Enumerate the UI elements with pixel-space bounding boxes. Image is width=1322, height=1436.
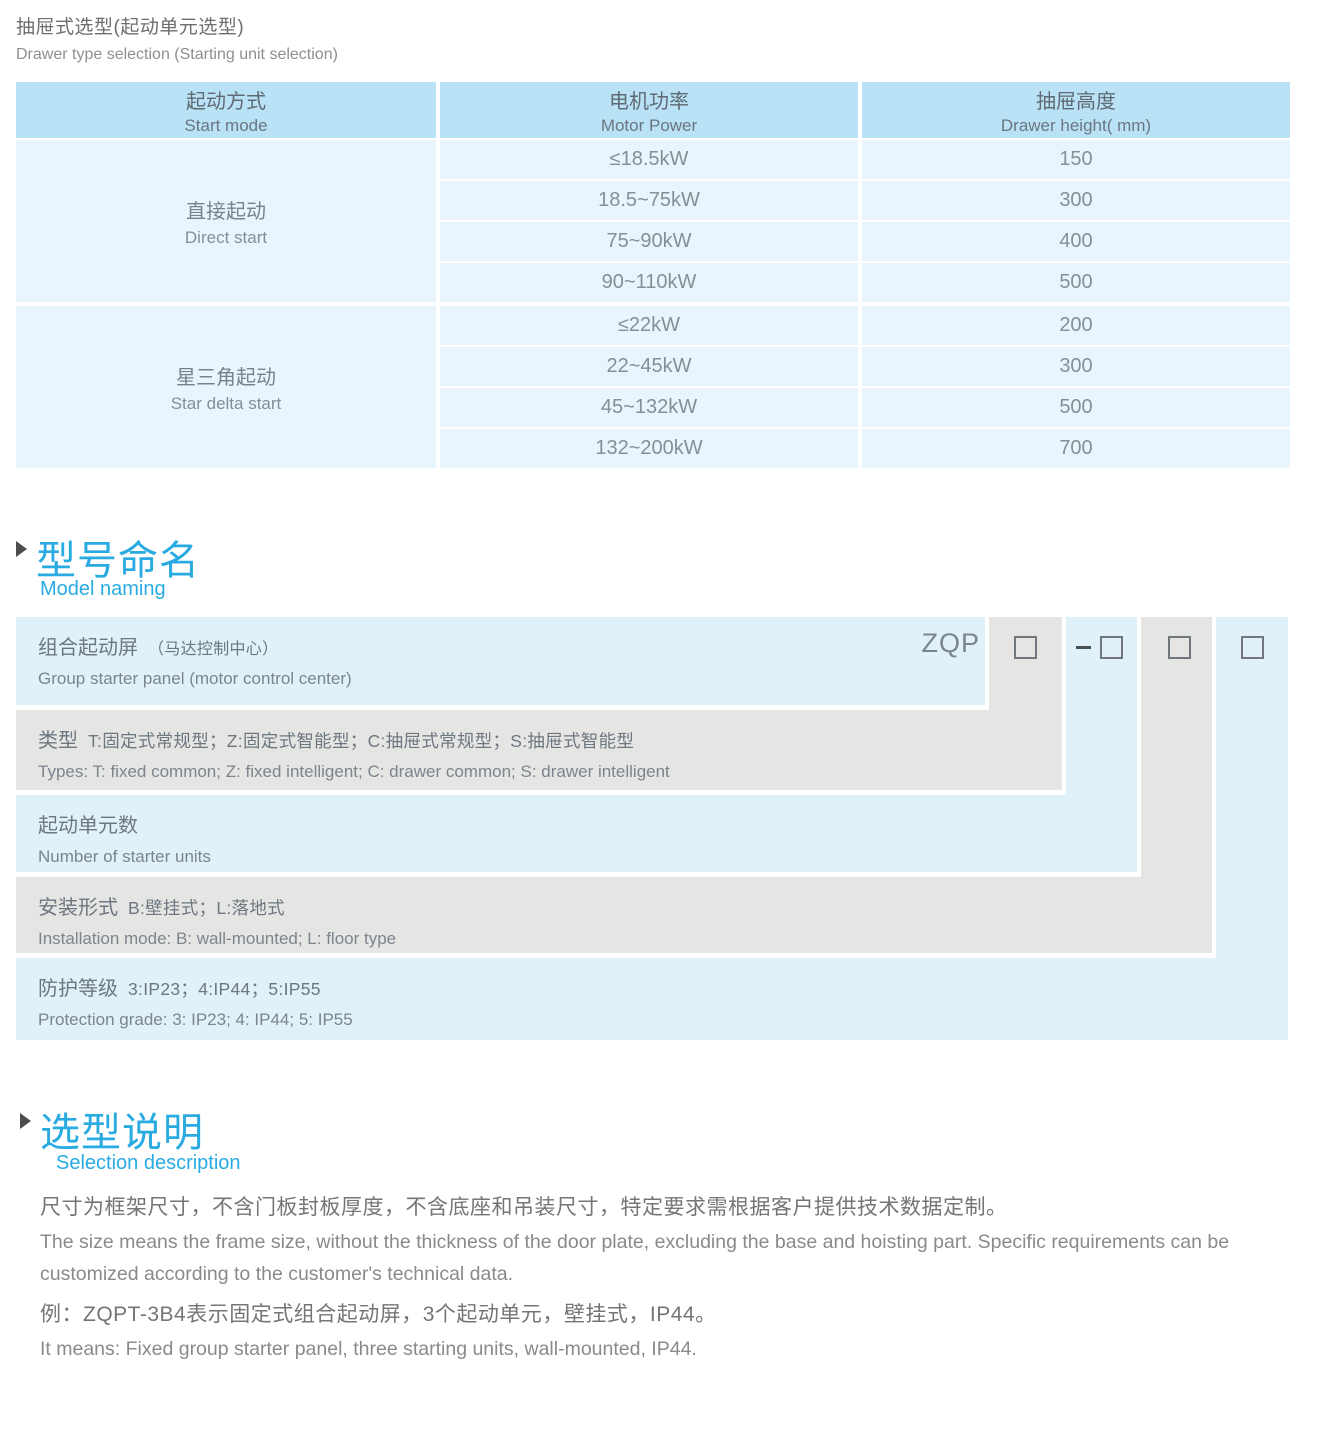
start-mode-en: Direct start	[184, 227, 268, 247]
naming-label-en: Group starter panel (motor control cente…	[38, 669, 352, 688]
selection-description-body: 尺寸为框架尺寸，不含门板封板厚度，不含底座和吊装尺寸，特定要求需根据客户提供技术…	[40, 1192, 1292, 1373]
model-naming-heading: 型号命名	[16, 528, 200, 586]
description-paragraph: 尺寸为框架尺寸，不含门板封板厚度，不含底座和吊装尺寸，特定要求需根据客户提供技术…	[40, 1192, 1292, 1291]
motor-power-cell: 22~45kW	[440, 347, 858, 386]
col-header-motor-power: 电机功率 Motor Power	[440, 82, 858, 138]
drawer-height-cell: 700	[862, 429, 1290, 468]
drawer-height-cell: 300	[862, 181, 1290, 220]
col-header-zh: 起动方式	[186, 90, 266, 113]
start-mode-en: Star delta start	[170, 393, 282, 413]
col-header-en: Motor Power	[600, 115, 698, 135]
naming-row-installation-mode: 安装形式 B:壁挂式；L:落地式 Installation mode: B: w…	[16, 877, 1212, 953]
naming-label-en: Installation mode: B: wall-mounted; L: f…	[38, 929, 397, 948]
paragraph-en: It means: Fixed group starter panel, thr…	[40, 1337, 697, 1360]
col-header-en: Start mode	[184, 115, 268, 135]
section-arrow-icon	[16, 541, 27, 557]
paragraph-zh: 例：ZQPT-3B4表示固定式组合起动屏，3个起动单元，壁挂式，IP44。	[40, 1303, 717, 1326]
naming-label-en: Types: T: fixed common; Z: fixed intelli…	[38, 762, 670, 781]
motor-power-cell: ≤18.5kW	[440, 140, 858, 179]
motor-power-cell: 75~90kW	[440, 222, 858, 261]
table-header-row: 起动方式 Start mode 电机功率 Motor Power 抽屉高度 Dr…	[16, 82, 1290, 138]
naming-detail-zh: B:壁挂式；L:落地式	[128, 898, 285, 918]
naming-detail-zh: T:固定式常规型；Z:固定式智能型；C:抽屉式常规型；S:抽屉式智能型	[88, 731, 635, 751]
code-strip-protection	[1216, 617, 1288, 958]
start-mode-zh: 直接起动	[186, 200, 266, 223]
col-header-zh: 电机功率	[609, 90, 689, 113]
selection-description-heading: 选型说明	[20, 1100, 204, 1158]
naming-label-zh: 防护等级	[38, 978, 118, 1000]
motor-power-cell: 132~200kW	[440, 429, 858, 468]
col-header-start-mode: 起动方式 Start mode	[16, 82, 436, 138]
col-header-drawer-height: 抽屉高度 Drawer height( mm)	[862, 82, 1290, 138]
naming-detail-zh: 3:IP23；4:IP44；5:IP55	[128, 979, 321, 999]
code-box-type	[1014, 636, 1037, 659]
code-strip-installation	[1141, 617, 1212, 877]
section-arrow-icon	[20, 1113, 31, 1129]
section-title-en: Selection description	[56, 1152, 241, 1174]
col-header-zh: 抽屉高度	[1036, 90, 1116, 113]
motor-power-cell: 18.5~75kW	[440, 181, 858, 220]
paragraph-zh: 尺寸为框架尺寸，不含门板封板厚度，不含底座和吊装尺寸，特定要求需根据客户提供技术…	[40, 1196, 1008, 1219]
section-title-en: Model naming	[40, 578, 166, 600]
naming-row-group-starter-panel: 组合起动屏 （马达控制中心） Group starter panel (moto…	[16, 617, 985, 705]
naming-label-zh: 类型	[38, 730, 78, 752]
code-box-installation	[1168, 636, 1191, 659]
motor-power-cell: 90~110kW	[440, 263, 858, 302]
naming-detail-zh: （马达控制中心）	[148, 641, 279, 658]
drawer-height-cell: 150	[862, 140, 1290, 179]
motor-power-cell: 45~132kW	[440, 388, 858, 427]
code-separator-dash	[1076, 646, 1091, 649]
naming-row-starter-units: 起动单元数 Number of starter units	[16, 795, 1137, 872]
drawer-selection-table: 起动方式 Start mode 电机功率 Motor Power 抽屉高度 Dr…	[16, 82, 1290, 472]
start-mode-cell: 直接起动 Direct start	[16, 140, 436, 302]
table-group-direct-start: 直接起动 Direct start ≤18.5kW 150 18.5~75kW …	[16, 140, 1290, 302]
code-box-units	[1100, 636, 1123, 659]
table-group-star-delta-start: 星三角起动 Star delta start ≤22kW 200 22~45kW…	[16, 306, 1290, 468]
naming-label-zh: 起动单元数	[38, 815, 138, 837]
section-title-zh: 选型说明	[40, 1111, 204, 1155]
drawer-height-cell: 500	[862, 388, 1290, 427]
paragraph-en: The size means the frame size, without t…	[40, 1230, 1230, 1286]
naming-row-types: 类型 T:固定式常规型；Z:固定式智能型；C:抽屉式常规型；S:抽屉式智能型 T…	[16, 710, 1062, 790]
page-title-zh: 抽屉式选型(起动单元选型)	[16, 17, 245, 38]
naming-label-en: Number of starter units	[38, 847, 211, 866]
page-title-en: Drawer type selection (Starting unit sel…	[16, 46, 338, 63]
code-strip-type	[989, 617, 1062, 710]
naming-label-zh: 组合起动屏	[38, 637, 138, 659]
section-title-zh: 型号命名	[36, 539, 200, 583]
start-mode-cell: 星三角起动 Star delta start	[16, 306, 436, 468]
drawer-height-cell: 200	[862, 306, 1290, 345]
col-header-en: Drawer height( mm)	[1000, 115, 1152, 135]
code-box-protection	[1241, 636, 1264, 659]
naming-row-protection-grade: 防护等级 3:IP23；4:IP44；5:IP55 Protection gra…	[16, 958, 1288, 1040]
motor-power-cell: ≤22kW	[440, 306, 858, 345]
drawer-height-cell: 400	[862, 222, 1290, 261]
naming-label-zh: 安装形式	[38, 897, 118, 919]
drawer-height-cell: 500	[862, 263, 1290, 302]
start-mode-zh: 星三角起动	[176, 366, 276, 389]
drawer-height-cell: 300	[862, 347, 1290, 386]
description-paragraph: 例：ZQPT-3B4表示固定式组合起动屏，3个起动单元，壁挂式，IP44。 It…	[40, 1299, 1292, 1365]
model-prefix: ZQP	[921, 628, 980, 658]
naming-label-en: Protection grade: 3: IP23; 4: IP44; 5: I…	[38, 1010, 353, 1029]
page-header: 抽屉式选型(起动单元选型) Drawer type selection (Sta…	[16, 12, 338, 64]
